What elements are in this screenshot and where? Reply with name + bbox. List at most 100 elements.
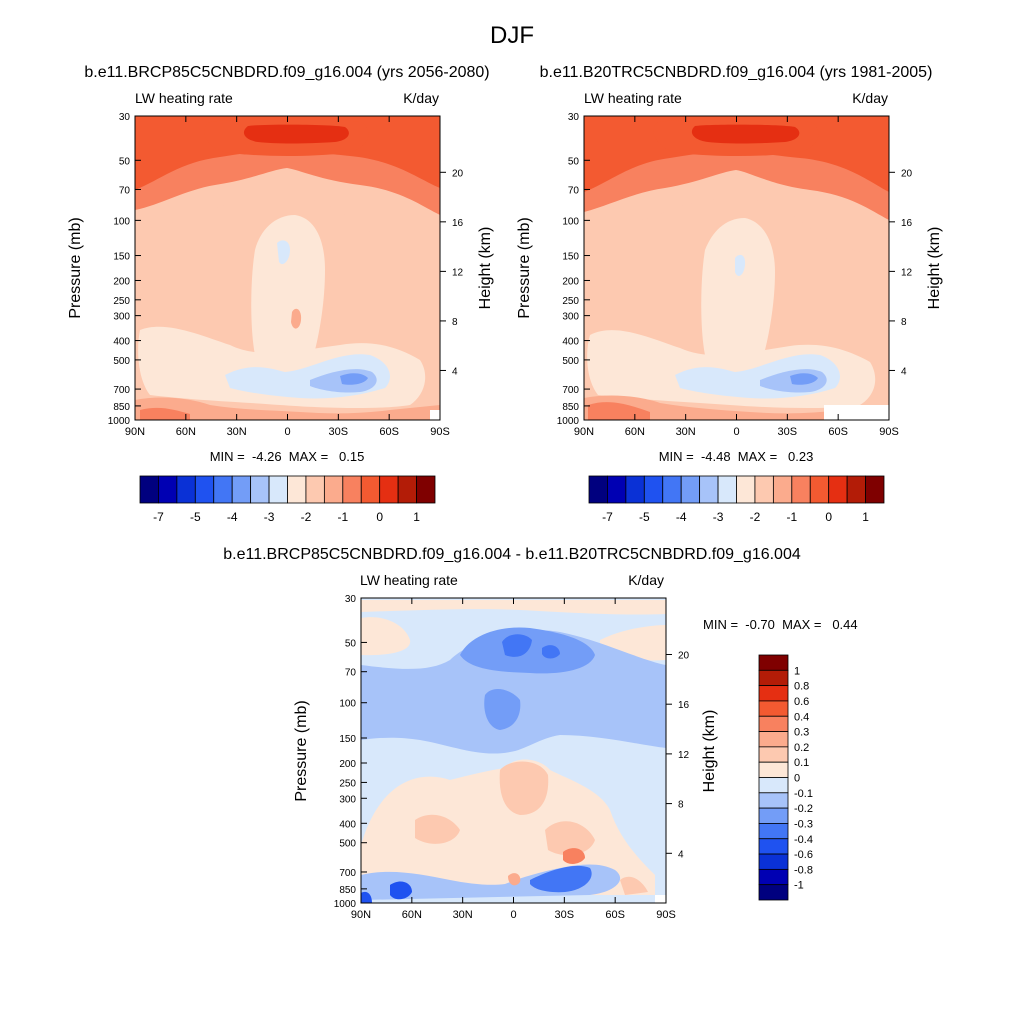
- y-tick-label: 150: [562, 252, 579, 263]
- y-tick-label: 400: [562, 337, 579, 348]
- panel-1-plot-area: [135, 116, 440, 420]
- colorbar-label: 0: [794, 773, 800, 785]
- colorbar-label: -0.1: [794, 788, 813, 800]
- colorbar-swatch: [588, 475, 608, 504]
- y-tick-label: 700: [113, 385, 130, 396]
- y2-tick-label: 12: [678, 750, 690, 761]
- colorbar-swatch: [176, 475, 196, 504]
- y-tick-label: 150: [339, 734, 356, 745]
- colorbar-swatch: [662, 475, 682, 504]
- colorbar-label: -1: [786, 510, 797, 524]
- y-tick-label: 250: [562, 296, 579, 307]
- colorbar-label: -3: [713, 510, 724, 524]
- y-tick-label: 300: [562, 312, 579, 323]
- colorbar-swatch: [758, 853, 789, 870]
- colorbar-label: -2: [750, 510, 761, 524]
- panel-3-plot-area: [361, 598, 666, 903]
- panel-1-y2label: Height (km): [477, 227, 494, 310]
- y-tick-label: 100: [562, 216, 579, 227]
- y-tick-label: 1000: [108, 416, 131, 427]
- colorbar-label: -0.8: [794, 864, 813, 876]
- colorbar-label: 0.2: [794, 742, 809, 754]
- y2-tick-label: 12: [452, 267, 464, 278]
- y2-tick-label: 20: [678, 650, 690, 661]
- colorbar-swatch: [865, 475, 885, 504]
- x-tick-label: 60S: [605, 909, 625, 921]
- y-tick-label: 70: [119, 185, 131, 196]
- y2-tick-label: 20: [901, 168, 913, 179]
- colorbar-swatch: [231, 475, 252, 504]
- panel-3-stats: MIN = -0.70 MAX = 0.44: [703, 617, 858, 632]
- colorbar-label: -1: [794, 880, 804, 892]
- colorbar-label: -3: [264, 510, 275, 524]
- panel-2-colorbar: -7 -5 -4 -3 -2 -1 0 1: [588, 475, 885, 524]
- y2-tick-label: 8: [452, 317, 458, 328]
- x-tick-label: 90N: [125, 426, 145, 438]
- colorbar-swatch: [268, 475, 288, 504]
- colorbar-swatch: [758, 884, 789, 901]
- colorbar-swatch: [758, 823, 789, 840]
- y2-tick-label: 8: [678, 800, 684, 811]
- panel-1-y2-ticks: 20 16 12 8 4: [440, 168, 464, 377]
- panel-1-x-ticks: 90N 60N 30N 0 30S 60S 90S: [125, 116, 450, 438]
- y2-tick-label: 16: [452, 218, 464, 229]
- panel-2-stats: MIN = -4.48 MAX = 0.23: [659, 449, 814, 464]
- x-tick-label: 60S: [379, 426, 399, 438]
- panel-3-right-label: K/day: [628, 572, 664, 588]
- panel-3-y2-ticks: 20 16 12 8 4: [666, 650, 690, 860]
- colorbar-swatch: [758, 746, 789, 763]
- colorbar-label: -7: [153, 510, 164, 524]
- y-tick-label: 500: [113, 356, 130, 367]
- panel-2-y2label: Height (km): [926, 227, 943, 310]
- colorbar-swatch: [758, 685, 789, 702]
- x-tick-label: 90S: [879, 426, 899, 438]
- y2-tick-label: 4: [678, 849, 684, 860]
- colorbar-swatch: [736, 475, 756, 504]
- x-tick-label: 0: [733, 426, 739, 438]
- y-tick-label: 30: [568, 112, 580, 123]
- colorbar-label: 1: [794, 665, 800, 677]
- colorbar-label: -5: [190, 510, 201, 524]
- colorbar-label: 1: [862, 510, 869, 524]
- colorbar-swatch: [643, 475, 664, 504]
- panel-3-title: b.e11.BRCP85C5CNBDRD.f09_g16.004 - b.e11…: [223, 546, 801, 563]
- colorbar-swatch: [416, 475, 436, 504]
- colorbar-swatch: [754, 475, 774, 504]
- panel-2-ylabel: Pressure (mb): [516, 217, 533, 318]
- x-tick-label: 0: [510, 909, 516, 921]
- colorbar-swatch: [758, 731, 789, 748]
- y-tick-label: 250: [113, 296, 130, 307]
- colorbar-swatch: [287, 475, 307, 504]
- colorbar-swatch: [758, 715, 789, 732]
- colorbar-label: 1: [413, 510, 420, 524]
- panel-2-left-label: LW heating rate: [584, 90, 682, 106]
- panel-1-y-ticks: 30 50 70 100 150 200 250 300 400 500 700 850 1000: [108, 112, 141, 427]
- y2-tick-label: 4: [901, 366, 907, 377]
- x-tick-label: 90S: [656, 909, 676, 921]
- colorbar-label: 0.6: [794, 696, 809, 708]
- panel-3-left-label: LW heating rate: [360, 572, 458, 588]
- y-tick-label: 70: [568, 185, 580, 196]
- panel-1: b.e11.BRCP85C5CNBDRD.f09_g16.004 (yrs 20…: [67, 64, 494, 524]
- colorbar-swatch: [758, 777, 789, 794]
- y-tick-label: 50: [568, 156, 580, 167]
- x-tick-label: 0: [284, 426, 290, 438]
- panel-1-colorbar: -7 -5 -4 -3 -2 -1 0 1: [139, 475, 436, 524]
- y-tick-label: 250: [339, 778, 356, 789]
- y-tick-label: 700: [339, 868, 356, 879]
- panel-2: b.e11.B20TRC5CNBDRD.f09_g16.004 (yrs 198…: [516, 64, 943, 524]
- y2-tick-label: 4: [452, 366, 458, 377]
- colorbar-swatch: [758, 868, 789, 886]
- y2-tick-label: 12: [901, 267, 913, 278]
- panel-2-y2-ticks: 20 16 12 8 4: [889, 168, 913, 377]
- page-title: DJF: [490, 22, 534, 49]
- y-tick-label: 50: [345, 638, 357, 649]
- colorbar-label: -1: [337, 510, 348, 524]
- panel-1-title: b.e11.BRCP85C5CNBDRD.f09_g16.004 (yrs 20…: [84, 64, 489, 81]
- colorbar-swatch: [323, 475, 344, 504]
- colorbar-swatch: [158, 475, 178, 504]
- x-tick-label: 30N: [227, 426, 247, 438]
- panel-3: b.e11.BRCP85C5CNBDRD.f09_g16.004 - b.e11…: [223, 546, 857, 921]
- panel-2-title: b.e11.B20TRC5CNBDRD.f09_g16.004 (yrs 198…: [540, 64, 933, 81]
